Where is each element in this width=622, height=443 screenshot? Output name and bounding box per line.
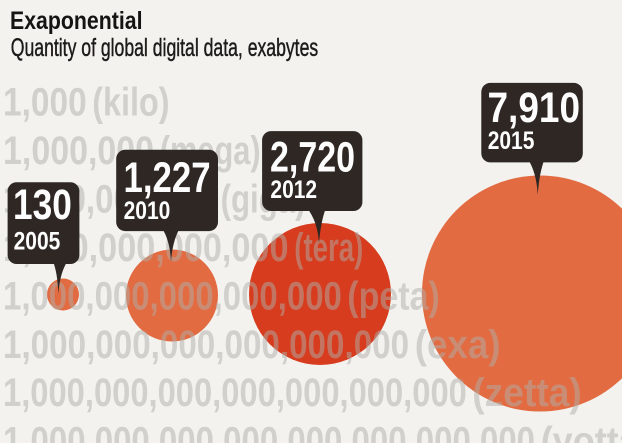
svg-text:7,910: 7,910 (488, 84, 581, 131)
svg-text:(tera): (tera) (294, 226, 363, 270)
svg-text:1,000,000,000,000,000,000: 1,000,000,000,000,000,000 (3, 322, 409, 367)
svg-text:2,720: 2,720 (270, 134, 355, 182)
svg-text:2012: 2012 (270, 175, 317, 203)
svg-text:(exa): (exa) (415, 322, 501, 367)
svg-text:2015: 2015 (488, 126, 535, 154)
svg-text:1,000: 1,000 (3, 80, 87, 124)
svg-text:1,000,000,000,000,000,000,000: 1,000,000,000,000,000,000,000 (3, 370, 467, 415)
svg-text:1,000,000,000,000,000,000,000,: 1,000,000,000,000,000,000,000,000 (3, 419, 535, 443)
svg-text:Quantity of global digital dat: Quantity of global digital data, exabyte… (11, 33, 319, 62)
svg-text:(yotta): (yotta) (541, 420, 622, 443)
svg-text:1,000,000,000,000,000: 1,000,000,000,000,000 (3, 273, 342, 318)
svg-text:Exaponential: Exaponential (10, 7, 143, 35)
svg-text:(kilo): (kilo) (92, 79, 169, 124)
svg-text:(peta): (peta) (347, 273, 440, 318)
svg-text:130: 130 (13, 181, 72, 229)
svg-text:(zetta): (zetta) (472, 371, 581, 416)
svg-text:2010: 2010 (124, 196, 171, 224)
svg-text:2005: 2005 (14, 227, 61, 255)
svg-text:1,227: 1,227 (124, 155, 211, 202)
